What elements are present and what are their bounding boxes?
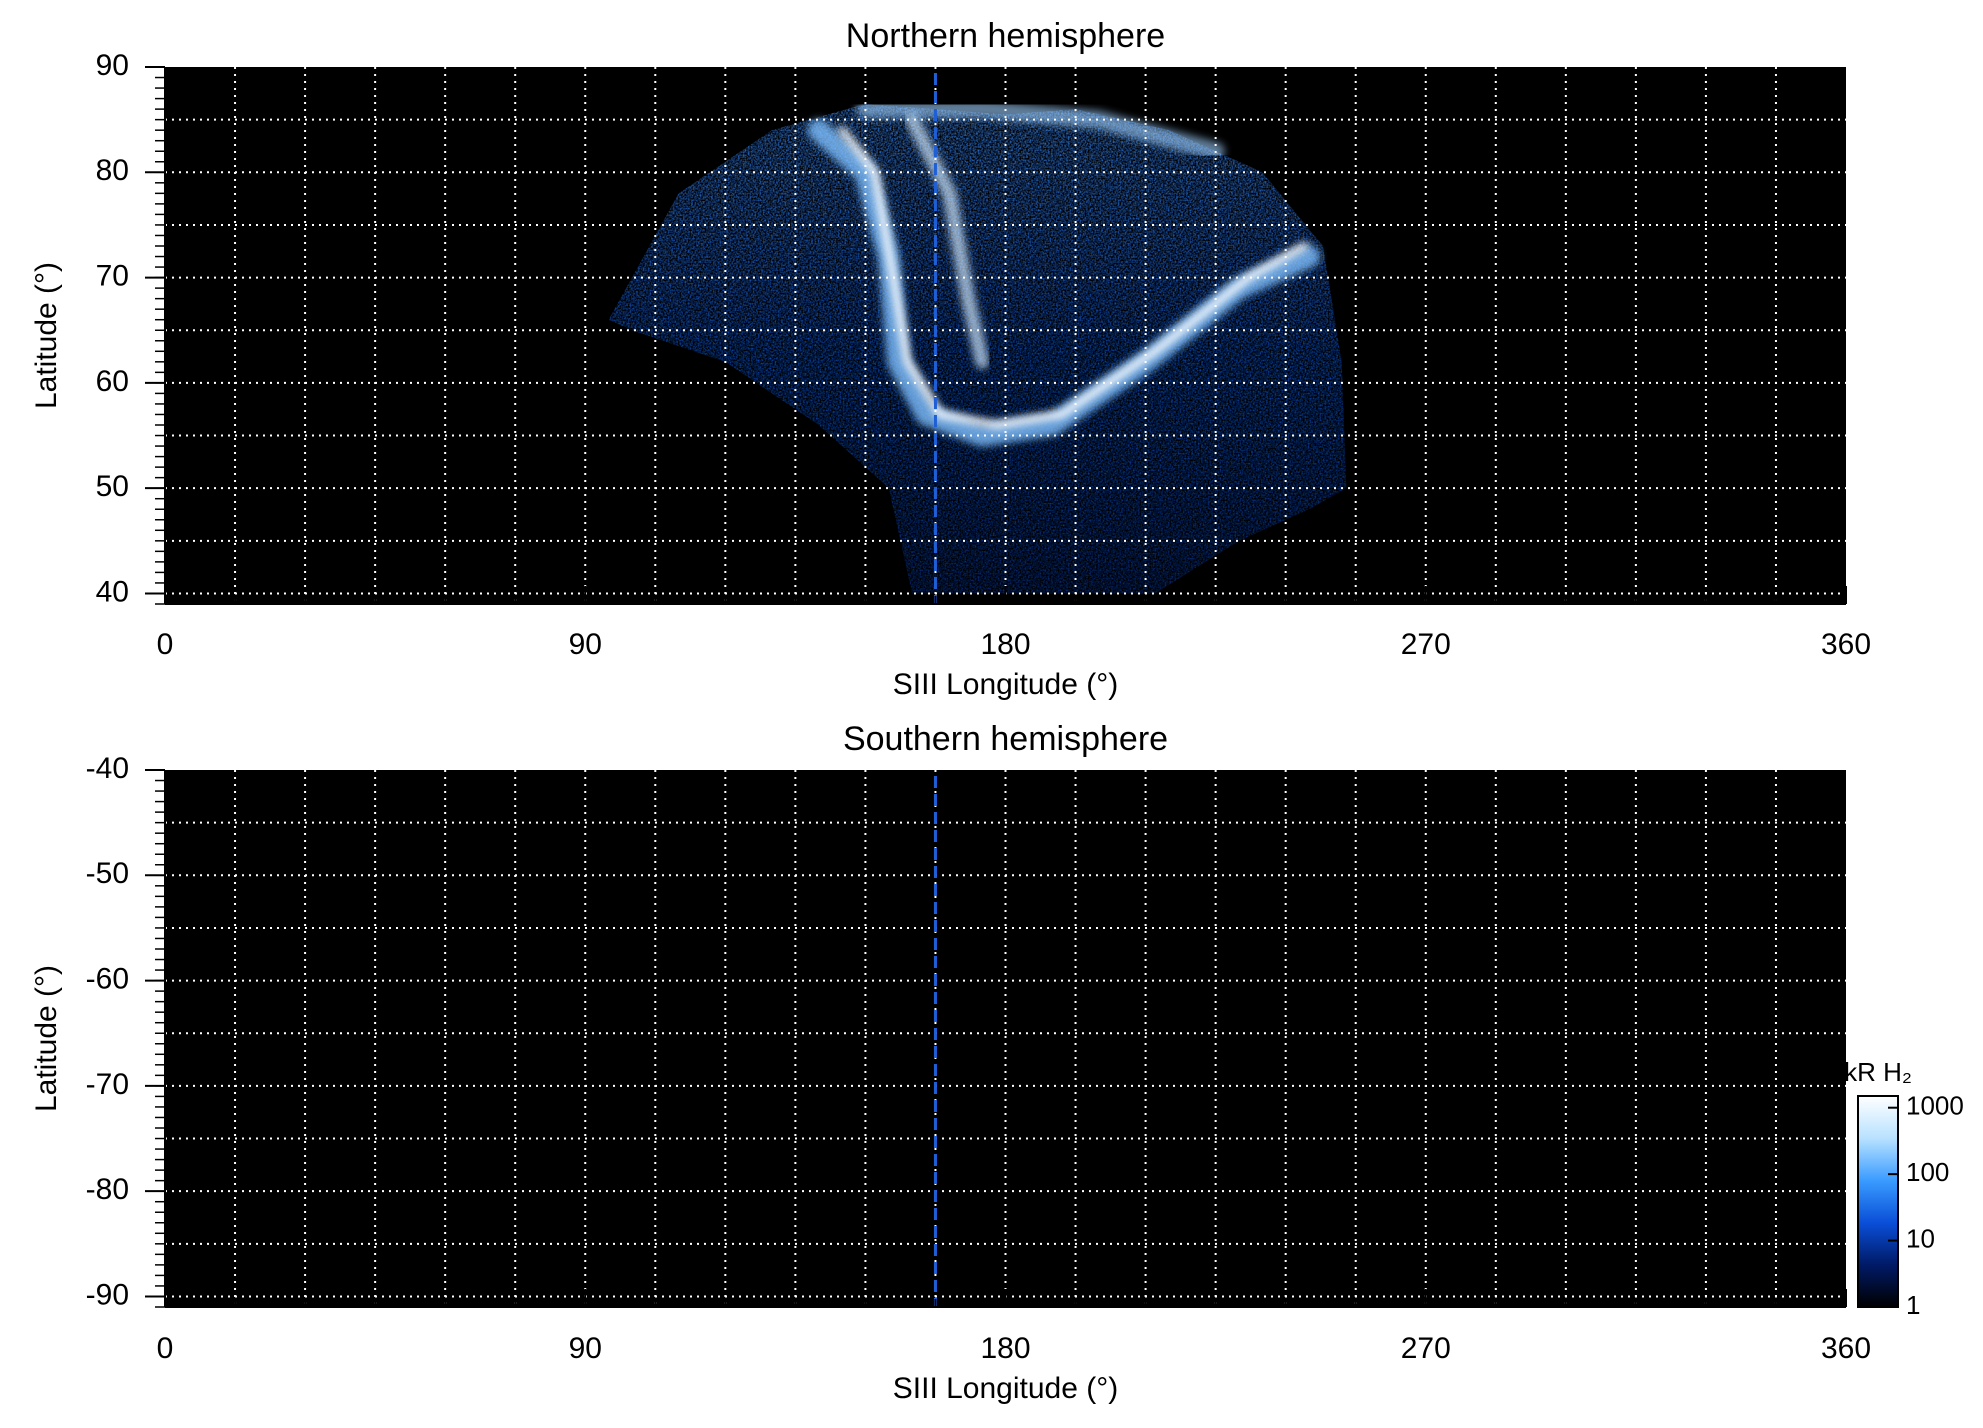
y-tick-label: -60 [86,963,129,996]
colorbar-tick-label: 10 [1906,1223,1935,1253]
emission-arc [905,112,990,369]
colorbar-label: kR H₂ [1844,1057,1912,1087]
y-tick-label: 40 [96,575,129,608]
chart-title: Southern hemisphere [843,720,1168,758]
y-tick-label: 70 [96,260,129,293]
y-tick-label: -80 [86,1173,129,1206]
y-tick-label: -70 [86,1068,129,1101]
x-tick-label: 90 [569,1332,602,1365]
x-tick-label: 180 [980,628,1030,661]
y-axis-title: Latitude (°) [30,965,63,1112]
x-axis-title: SIII Longitude (°) [893,668,1118,701]
x-tick-label: 0 [157,1332,174,1365]
plot-area [165,770,1846,1307]
x-tick-label: 270 [1401,628,1451,661]
x-tick-label: 180 [980,1332,1030,1365]
emission-arc [838,126,1309,429]
x-tick-label: 0 [157,628,174,661]
x-tick-label: 360 [1821,628,1871,661]
colorbar [1857,1095,1899,1308]
x-tick-label: 90 [569,628,602,661]
y-tick-label: 90 [96,49,129,82]
y-tick-label: -90 [86,1278,129,1311]
colorbar-tick-label: 100 [1906,1157,1949,1187]
aurora-emission [608,100,1347,594]
x-tick-label: 270 [1401,1332,1451,1365]
y-tick-label: 60 [96,365,129,398]
y-tick-label: 80 [96,154,129,187]
y-tick-label: 50 [96,470,129,503]
colorbar-tick-label: 1 [1906,1290,1920,1320]
y-tick-label: -40 [86,752,129,785]
colorbar-tick-label: 1000 [1906,1091,1964,1121]
x-tick-label: 360 [1821,1332,1871,1365]
y-axis-title: Latitude (°) [30,262,63,409]
chart-title: Northern hemisphere [846,17,1165,55]
emission-arc [856,100,1225,161]
x-axis-title: SIII Longitude (°) [893,1372,1118,1405]
y-tick-label: -50 [86,857,129,890]
